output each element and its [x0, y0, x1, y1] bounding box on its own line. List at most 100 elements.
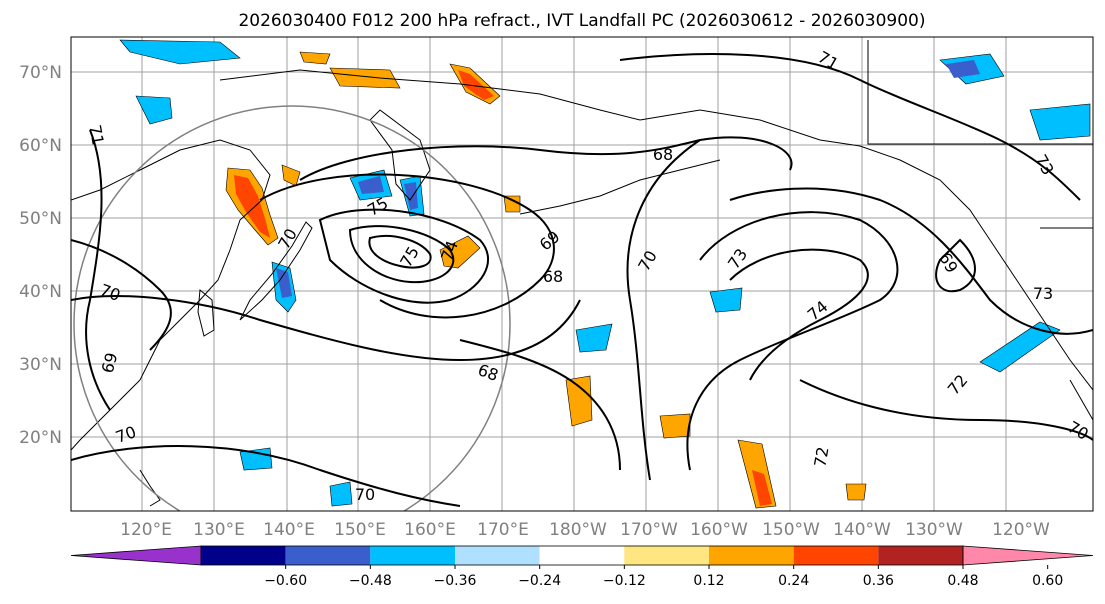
- contour-73-core: [348, 225, 455, 284]
- colorbar-segment: [709, 546, 794, 565]
- contour-68-npac: [299, 136, 793, 181]
- longitude-label: 180°W: [549, 520, 607, 540]
- contour-70-ridge: [626, 139, 701, 481]
- colorbar-tick-label: −0.48: [349, 573, 392, 589]
- longitude-label: 130°E: [193, 520, 245, 540]
- latitude-label: 20°N: [19, 428, 62, 448]
- colorbar-segment: [370, 546, 455, 565]
- shade-orange-subtrop-2: [659, 413, 691, 439]
- contour-68-core: [318, 208, 490, 304]
- colorbar: −0.60 −0.48 −0.36 −0.24 −0.12 0.12 0.24 0.36 0.4…: [70, 545, 1094, 589]
- longitude-label: 170°E: [477, 520, 529, 540]
- colorbar-tick-label: 0.36: [863, 573, 894, 589]
- contour-label: 73: [1033, 284, 1053, 303]
- colorbar-frame: [200, 545, 964, 566]
- colorbar-segment: [201, 546, 286, 565]
- shade-blue-arctic-west: [119, 39, 241, 65]
- contours: [71, 53, 1093, 507]
- contour-72-ridge: [729, 187, 1093, 335]
- map-frame: [70, 36, 1094, 512]
- shaded-anomalies: [119, 39, 1091, 509]
- shade-darkblue-kamchatka: [404, 182, 418, 210]
- colorbar-extend-high: [962, 545, 1094, 566]
- contour-70-fareast: [935, 238, 976, 293]
- coast-japan: [239, 221, 313, 321]
- longitude-labels: 120°E 130°E 140°E 150°E 160°E 170°E 180°W 170°W…: [120, 520, 1050, 540]
- latitude-label: 60°N: [19, 136, 62, 156]
- contour-label: 71: [85, 123, 107, 146]
- shade-red-east-asia: [234, 175, 270, 238]
- shade-darkblue-alaska: [946, 60, 980, 78]
- longitude-label: 140°W: [833, 520, 891, 540]
- colorbar-segment: [285, 546, 371, 565]
- colorbar-tick-label: −0.36: [434, 573, 477, 589]
- colorbar-extend-low: [70, 545, 202, 566]
- shade-blue-cpac-2: [575, 323, 613, 353]
- colorbar-tick-label: −0.24: [518, 573, 561, 589]
- contour-70-tropic: [71, 445, 461, 507]
- coast-asia: [71, 139, 271, 451]
- contour-71-arctic: [619, 53, 1081, 201]
- longitude-label: 140°E: [263, 520, 315, 540]
- shade-orange-subtrop: [565, 375, 593, 427]
- coast-korea: [197, 289, 215, 337]
- longitude-label: 130°W: [905, 520, 963, 540]
- longitude-label: 150°E: [334, 520, 386, 540]
- longitude-label: 120°W: [992, 520, 1050, 540]
- coast-aleutians: [519, 159, 721, 215]
- colorbar-tick-label: −0.60: [264, 573, 307, 589]
- contour-68-subtrop: [459, 339, 621, 471]
- contour-label: 68: [653, 145, 673, 164]
- contour-68-south: [71, 295, 581, 362]
- longitude-label: 170°W: [620, 520, 678, 540]
- shade-blue-ca-coast: [979, 321, 1061, 373]
- contour-69-west: [85, 129, 111, 411]
- colorbar-tick-label: −0.12: [603, 573, 646, 589]
- colorbar-tick-label: 0.60: [1032, 573, 1063, 589]
- latitude-label: 40°N: [19, 282, 62, 302]
- shade-orange-arctic-3: [299, 51, 331, 65]
- coast-canada-border: [867, 40, 1093, 145]
- shade-orange-subtrop-4: [845, 483, 867, 501]
- map-title: 2026030400 F012 200 hPa refract., IVT La…: [238, 11, 925, 31]
- colorbar-segment: [539, 546, 625, 565]
- contour-75-core: [368, 234, 432, 269]
- range-circle: [73, 105, 511, 511]
- shade-orange-npac-2: [503, 195, 521, 213]
- shade-red-arctic: [458, 70, 494, 100]
- colorbar-segment: [455, 546, 540, 565]
- coastlines: [71, 40, 1093, 507]
- coast-mexico: [1069, 379, 1093, 421]
- contour-73-ridge: [686, 211, 899, 471]
- contour-label: 70: [355, 485, 375, 504]
- contour-72-tropic: [799, 379, 1093, 441]
- coast-alaska: [639, 109, 1093, 391]
- shade-orange-npac: [439, 235, 481, 269]
- longitude-label: 160°E: [404, 520, 456, 540]
- colorbar-tick-label: 0.12: [693, 573, 724, 589]
- longitude-label: 150°W: [762, 520, 820, 540]
- shade-blue-canada: [1029, 103, 1091, 141]
- shade-blue-trop-2: [329, 481, 353, 507]
- latitude-labels: 70°N 60°N 50°N 40°N 30°N 20°N: [19, 63, 62, 448]
- shade-blue-cpac: [709, 287, 743, 313]
- contour-label: 69: [98, 351, 122, 376]
- colorbar-tick-label: 0.24: [778, 573, 809, 589]
- longitude-label: 160°W: [690, 520, 748, 540]
- contour-label: 68: [543, 267, 563, 286]
- contour-69-npac: [259, 173, 555, 319]
- shade-orange-arctic-2: [329, 67, 401, 89]
- shade-darkblue-okhotsk: [358, 176, 384, 194]
- latitude-label: 70°N: [19, 63, 62, 83]
- graticule: [71, 37, 1093, 511]
- map-background: [71, 37, 1093, 511]
- latitude-label: 50°N: [19, 209, 62, 229]
- contour-70-west: [71, 239, 172, 351]
- shade-red-subtrop-3: [752, 470, 772, 506]
- contour-label: 72: [810, 445, 832, 468]
- shade-darkblue-japan: [276, 268, 292, 298]
- coast-arctic-asia: [219, 69, 641, 121]
- contour-74-ridge: [729, 248, 869, 381]
